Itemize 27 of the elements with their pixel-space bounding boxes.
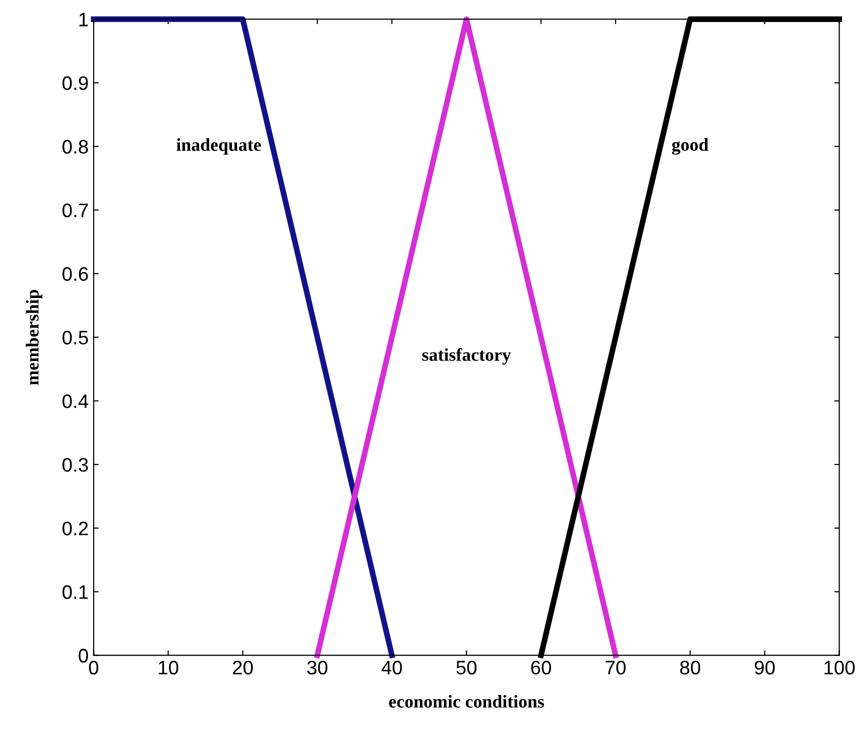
y-tick-label: 0.5 [62,330,88,345]
x-tick-label: 100 [824,660,855,674]
x-tick-label: 30 [307,660,328,674]
y-tick-label: 0.8 [62,140,88,154]
x-tick-label: 80 [680,660,700,674]
x-tick-label: 60 [531,660,552,674]
y-tick-label: 0.1 [62,585,88,599]
x-tick-label: 40 [382,660,402,674]
x-tick-label: 20 [232,660,253,674]
y-axis-title: membership [26,290,42,385]
y-tick-label: 0.9 [62,76,88,90]
x-tick-label: 70 [606,660,626,674]
series-label: good [672,138,708,155]
x-tick-label: 90 [754,660,775,674]
y-tick-label: 0.2 [62,522,88,536]
x-tick-label: 0 [88,660,98,674]
y-tick-label: 0 [78,648,88,663]
y-tick-label: 0.3 [62,458,88,472]
y-tick-label: 1 [79,12,88,26]
x-axis-title: economic conditions [389,695,544,708]
series-label: inadequate [176,138,261,155]
y-tick-label: 0.4 [62,394,88,408]
series-label: satisfactory [422,348,511,365]
x-tick-label: 10 [158,660,178,674]
y-tick-label: 0.7 [62,204,88,218]
y-tick-label: 0.6 [62,267,88,281]
x-tick-label: 50 [456,660,476,674]
